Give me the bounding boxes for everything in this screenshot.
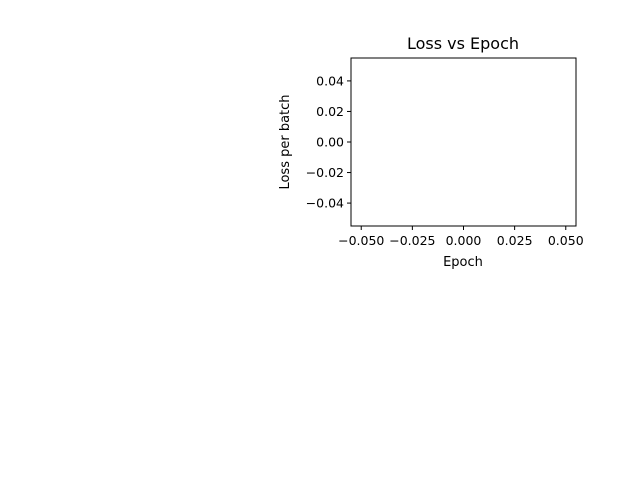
x-axis-label: Epoch (443, 255, 483, 270)
y-tick-label: −0.04 (306, 196, 344, 211)
x-tick-label: −0.025 (389, 233, 435, 248)
y-tick-label: 0.04 (316, 73, 344, 88)
chart-title: Loss vs Epoch (407, 34, 519, 53)
x-axis-ticks: −0.050 −0.025 0.000 0.025 0.050 (338, 226, 584, 248)
y-tick-label: 0.02 (316, 104, 344, 119)
y-axis-ticks: 0.04 0.02 0.00 −0.02 −0.04 (306, 73, 351, 211)
x-tick-label: 0.050 (548, 233, 584, 248)
x-tick-label: 0.025 (497, 233, 533, 248)
y-tick-label: 0.00 (316, 135, 344, 150)
x-tick-label: 0.000 (446, 233, 482, 248)
x-tick-label: −0.050 (338, 233, 384, 248)
y-axis-label: Loss per batch (278, 94, 293, 189)
y-tick-label: −0.02 (306, 165, 344, 180)
